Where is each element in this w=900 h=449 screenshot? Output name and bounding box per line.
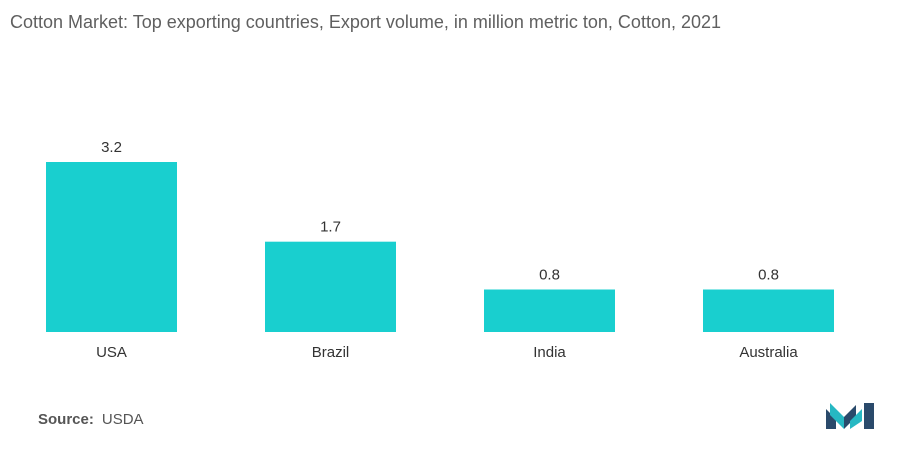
value-label-usa: 3.2 (101, 139, 122, 156)
category-label-india: India (533, 344, 566, 361)
value-label-brazil: 1.7 (320, 219, 341, 236)
bar-usa (46, 162, 177, 332)
value-label-india: 0.8 (539, 267, 560, 284)
source-note: Source: USDA (38, 411, 144, 428)
bar-india (484, 289, 615, 332)
category-label-australia: Australia (739, 344, 798, 361)
bar-australia (703, 289, 834, 332)
category-label-brazil: Brazil (312, 344, 350, 361)
source-label: Source: (38, 411, 94, 428)
source-value: USDA (101, 411, 144, 428)
bar-brazil (265, 241, 396, 332)
category-label-usa: USA (96, 344, 127, 361)
chart-title: Cotton Market: Top exporting countries, … (10, 12, 722, 32)
value-label-australia: 0.8 (758, 267, 779, 284)
mordor-intelligence-logo-icon (826, 403, 874, 429)
